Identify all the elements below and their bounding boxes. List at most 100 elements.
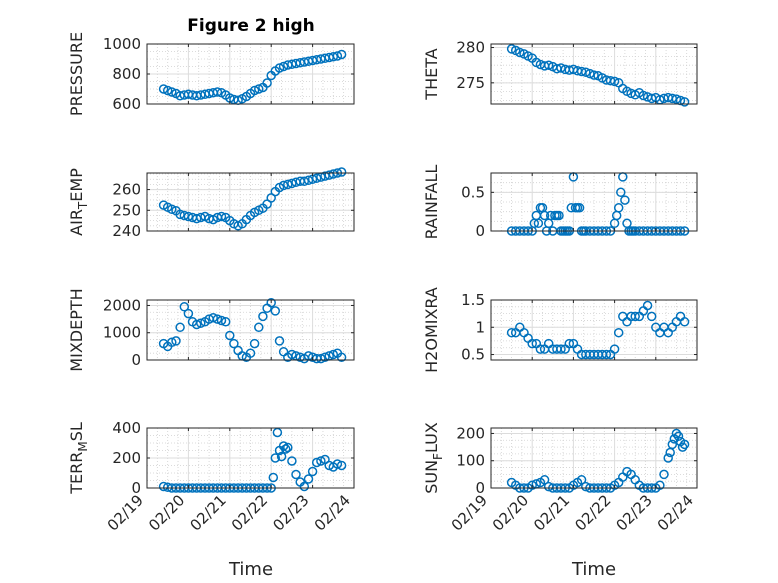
- x-tick-label: 02/23: [613, 491, 656, 534]
- data-point: [287, 456, 297, 466]
- data-point: [249, 85, 260, 96]
- data-point: [278, 61, 289, 72]
- data-point: [299, 481, 310, 492]
- y-axis-label: SUNFLUX: [422, 422, 445, 494]
- x-axis-label-left: Time: [228, 559, 273, 580]
- y-tick-label: 1.5: [461, 291, 485, 309]
- y-tick-label: 240: [112, 222, 141, 240]
- data-point: [527, 480, 537, 491]
- y-axis-label: MIXDEPTH: [67, 288, 86, 371]
- data-point: [167, 204, 177, 215]
- data-point: [262, 78, 272, 88]
- x-tick-label: 02/24: [311, 491, 354, 534]
- y-axis-label-subscript: M: [76, 441, 90, 451]
- data-point: [332, 51, 343, 61]
- data-point: [191, 213, 202, 224]
- x-tick-label: 02/23: [269, 491, 312, 534]
- y-axis-label: H2OMIXRA: [422, 287, 441, 373]
- data-point: [671, 94, 682, 104]
- data-point: [212, 314, 223, 324]
- data-point: [311, 173, 322, 183]
- data-point: [167, 337, 177, 348]
- data-point: [216, 211, 227, 222]
- axes-box: [146, 172, 355, 232]
- data-point: [659, 469, 669, 480]
- data-point: [316, 456, 326, 466]
- data-point: [613, 203, 624, 213]
- data-point: [249, 338, 260, 349]
- data-point: [663, 453, 673, 463]
- data-point: [679, 97, 690, 107]
- x-tick-label: 02/24: [654, 491, 697, 534]
- data-point: [576, 66, 587, 77]
- data-point: [258, 311, 268, 322]
- y-axis-label-main: SUN: [422, 460, 441, 494]
- data-point: [671, 428, 682, 439]
- data-point: [576, 475, 587, 485]
- figure-title: Figure 2 high: [187, 16, 315, 36]
- data-point: [270, 306, 281, 316]
- axes-box: [490, 43, 698, 105]
- data-point: [274, 336, 285, 346]
- y-tick-label: 280: [456, 39, 485, 57]
- y-tick-label: 0: [475, 479, 485, 497]
- data-point: [609, 344, 620, 354]
- axes-box: [490, 427, 698, 489]
- data-point: [266, 297, 276, 308]
- y-tick-label: 2000: [103, 296, 141, 314]
- data-point: [254, 84, 264, 94]
- y-axis-label-subscript: T: [76, 201, 90, 210]
- y-tick-label: 200: [456, 424, 485, 442]
- y-tick-label: 1000: [103, 35, 141, 53]
- data-point: [276, 451, 287, 462]
- y-axis-label-main: AIR: [67, 209, 86, 236]
- y-tick-label: 260: [112, 181, 141, 199]
- y-tick-label: 100: [456, 452, 485, 470]
- x-tick-label: 02/19: [104, 491, 147, 534]
- data-point: [283, 442, 293, 453]
- data-point: [287, 178, 297, 189]
- data-point: [336, 352, 347, 363]
- data-point: [535, 344, 546, 354]
- data-point: [630, 311, 640, 322]
- data-point: [336, 167, 347, 177]
- plot-area: [147, 173, 354, 231]
- data-point: [533, 218, 544, 229]
- y-axis-label: TERRMSL: [67, 422, 90, 495]
- y-tick-label: 275: [456, 74, 485, 92]
- y-tick-label: 1: [475, 318, 485, 336]
- y-tick-label: 800: [112, 65, 141, 83]
- y-axis-label: PRESSURE: [67, 32, 86, 116]
- data-point: [527, 338, 537, 349]
- x-tick-label: 02/20: [489, 491, 532, 534]
- data-point: [673, 431, 684, 441]
- y-axis-label-tail: LUX: [422, 422, 441, 453]
- data-point: [158, 84, 169, 94]
- chart-air_temp: 240 250 260 AIRTEMP: [67, 167, 355, 240]
- data-point: [638, 90, 649, 101]
- data-point: [311, 457, 322, 468]
- data-point: [642, 300, 653, 311]
- data-point: [613, 327, 624, 338]
- data-point: [515, 47, 525, 58]
- data-point: [316, 353, 326, 364]
- data-point: [303, 474, 314, 484]
- data-point: [179, 302, 190, 312]
- data-point: [609, 76, 620, 87]
- y-tick-label: 0.5: [461, 183, 485, 201]
- data-point: [307, 466, 318, 477]
- data-point: [589, 70, 599, 80]
- data-point: [274, 63, 285, 73]
- y-tick-label: 400: [112, 419, 141, 437]
- data-point: [245, 348, 256, 358]
- data-point: [556, 63, 566, 73]
- data-point: [183, 308, 194, 319]
- y-tick-label: 0: [475, 222, 485, 240]
- data-point: [191, 319, 202, 330]
- data-point: [581, 67, 591, 77]
- data-point: [646, 311, 657, 322]
- y-axis-label: RAINFALL: [422, 165, 441, 240]
- data-point: [183, 211, 194, 222]
- chart-mixdepth: 0 1000 2000 MIXDEPTH: [67, 288, 355, 372]
